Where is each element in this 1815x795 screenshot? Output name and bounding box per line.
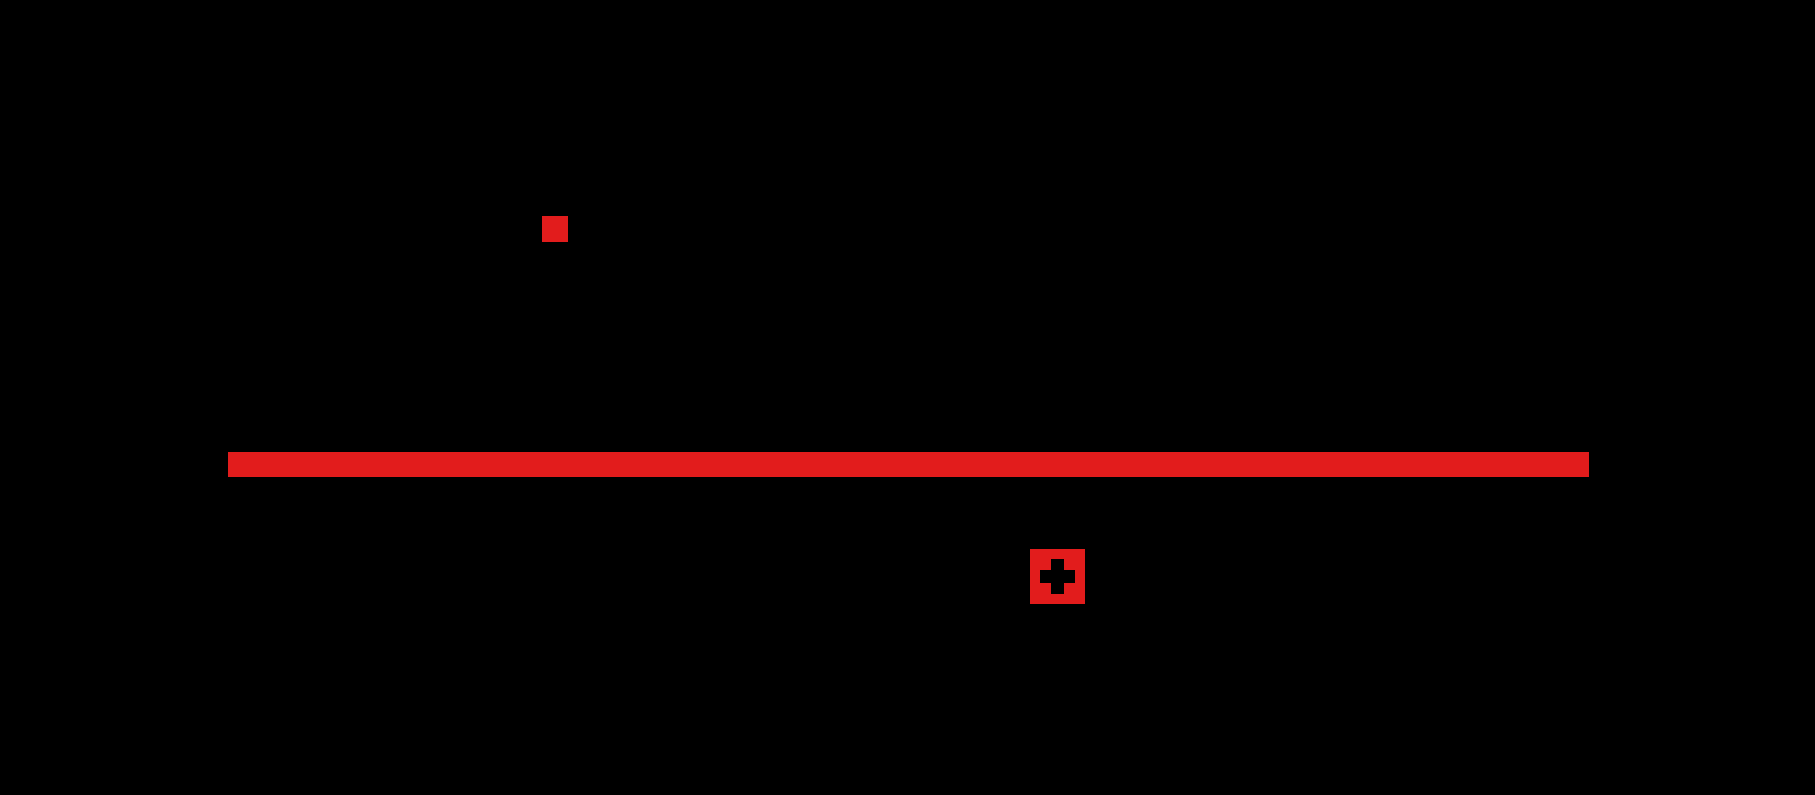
red-horizontal-bar xyxy=(228,452,1589,477)
medkit-plus-button[interactable] xyxy=(1030,549,1085,604)
red-square-marker xyxy=(542,216,568,242)
plus-icon xyxy=(1051,559,1064,594)
